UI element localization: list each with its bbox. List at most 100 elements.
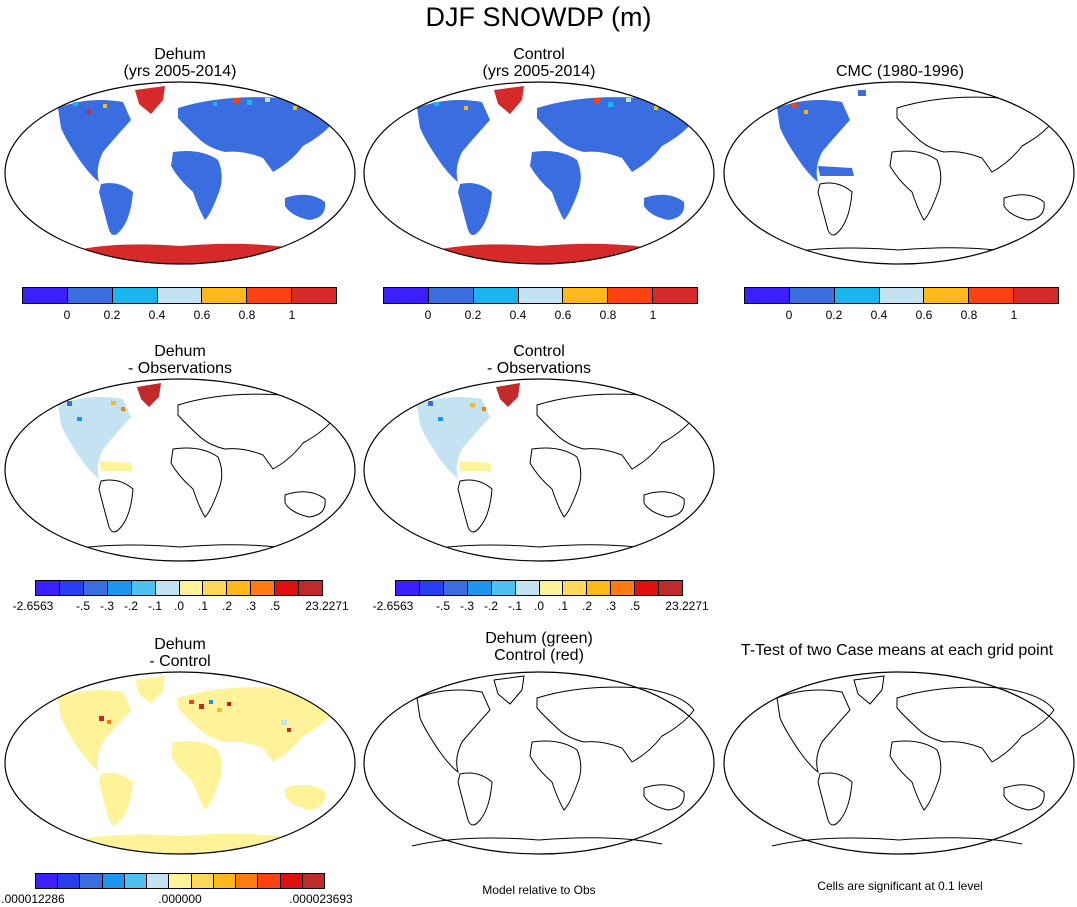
colorbar-swatch — [202, 288, 248, 303]
colorbar-tick-label: 0.4 — [870, 308, 888, 322]
colorbar-swatch — [879, 288, 925, 303]
colorbar-cmc — [744, 287, 1059, 304]
colorbar-tick-label: .000023693 — [289, 892, 353, 906]
colorbar-swatch — [292, 288, 337, 303]
australia-region — [644, 194, 685, 220]
colorbar-swatch — [247, 288, 293, 303]
antarctica-region — [43, 833, 313, 854]
colorbar-tick-label: 0 — [785, 308, 793, 322]
colorbar-swatch — [834, 288, 880, 303]
north-america-region — [777, 100, 850, 182]
colorbar-tick-label: 1 — [1010, 308, 1018, 322]
colorbar-swatch — [302, 874, 325, 888]
north-america-outline — [776, 689, 851, 774]
north-america-region — [417, 397, 490, 479]
note-model-relative: Model relative to Obs — [482, 883, 596, 897]
colorbar-tick-label: -.3 — [99, 599, 115, 613]
colorbar-control — [383, 287, 698, 304]
colorbar-swatch — [635, 581, 660, 595]
eurasia-outline — [896, 96, 1055, 173]
colorbar-tick-label: 1 — [288, 308, 296, 322]
colorbar-dehum-obs — [35, 580, 323, 596]
colorbar-swatch — [1014, 288, 1059, 303]
eurasia-region — [178, 687, 335, 762]
eurasia-outline — [536, 686, 695, 763]
panel-title-line: Dehum — [154, 343, 206, 360]
colorbar-swatch — [36, 874, 59, 888]
colorbar-swatch — [203, 581, 228, 595]
panel-title-dehum: Dehum (yrs 2005-2014) — [30, 46, 330, 80]
colorbar-swatch — [443, 581, 468, 595]
colorbar-tick-label: -2.6563 — [12, 599, 54, 613]
panel-title-green-red: Dehum (green) Control (red) — [389, 630, 689, 664]
north-america-region — [58, 100, 131, 182]
colorbar-tick-label: .2 — [581, 599, 593, 613]
greenland-region — [494, 86, 524, 114]
colorbar-tick-label: .0 — [173, 599, 185, 613]
colorbar-swatch — [213, 874, 237, 888]
colorbar-tick-label: 0 — [424, 308, 432, 322]
panel-title-control-obs: Control - Observations — [389, 343, 689, 377]
colorbar-swatch — [467, 581, 492, 595]
colorbar-control-obs — [395, 580, 683, 596]
colorbar-swatch — [491, 581, 516, 595]
antarctica-region — [43, 243, 313, 264]
eurasia-region — [537, 97, 694, 172]
colorbar-tick-label: 0.8 — [238, 308, 256, 322]
south-america-outline — [98, 479, 134, 533]
north-america-region — [58, 690, 131, 772]
colorbar-tick-label: 23.2271 — [305, 599, 349, 613]
panel-title-line: - Observations — [127, 360, 233, 377]
greenland-region — [137, 383, 161, 407]
colorbar-tick-label: 0.6 — [554, 308, 572, 322]
panel-title-control: Control (yrs 2005-2014) — [389, 46, 689, 80]
colorbar-swatch — [36, 581, 60, 595]
map-green-red — [363, 671, 715, 855]
australia-outline — [1003, 194, 1045, 221]
eurasia-outline — [536, 393, 695, 470]
greenland-region — [496, 383, 520, 407]
colorbar-swatch — [236, 874, 259, 888]
panel-title-dehum-control: Dehum - Control — [30, 636, 330, 670]
colorbar-tick-label: 0.4 — [509, 308, 527, 322]
panel-title-line: Control (red) — [494, 647, 584, 664]
australia-outline — [1003, 784, 1045, 811]
colorbar-tick-label: 0.2 — [103, 308, 121, 322]
colorbar-tick-label: .0 — [533, 599, 545, 613]
colorbar-tick-label: .5 — [269, 599, 281, 613]
south-america-region — [99, 773, 133, 825]
colorbar-swatch — [124, 874, 148, 888]
colorbar-tick-label: 23.2271 — [665, 599, 709, 613]
colorbar-tick-label: 0.8 — [960, 308, 978, 322]
colorbar-tick-label: -.3 — [459, 599, 475, 613]
colorbar-swatch — [107, 581, 132, 595]
colorbar-swatch — [191, 874, 214, 888]
colorbar-tick-label: 0.8 — [599, 308, 617, 322]
colorbar-swatch — [924, 288, 970, 303]
colorbar-tick-label: .000012286 — [1, 892, 65, 906]
colorbar-swatch — [169, 874, 192, 888]
africa-region — [171, 741, 222, 810]
greenland-region — [135, 676, 165, 704]
africa-outline — [529, 447, 582, 518]
south-america-outline — [817, 772, 853, 826]
antarctica-region — [402, 243, 672, 264]
colorbar-swatch — [473, 288, 519, 303]
africa-region — [171, 151, 222, 220]
colorbar-swatch — [518, 288, 564, 303]
eurasia-outline — [177, 393, 336, 470]
central-america-region — [458, 461, 492, 471]
south-america-region — [458, 183, 492, 235]
colorbar-swatch — [258, 874, 281, 888]
central-america-region — [818, 166, 854, 176]
panel-title-line: Control — [513, 46, 565, 63]
panel-title-line: (yrs 2005-2014) — [482, 63, 596, 80]
africa-outline — [170, 447, 223, 518]
colorbar-tick-label: .3 — [245, 599, 257, 613]
colorbar-swatch — [102, 874, 125, 888]
panel-title-cmc: CMC (1980-1996) — [750, 63, 1050, 80]
eurasia-region — [178, 97, 335, 172]
south-america-outline — [817, 182, 853, 236]
colorbar-tick-label: .1 — [197, 599, 209, 613]
colorbar-tick-label: 0.4 — [148, 308, 166, 322]
